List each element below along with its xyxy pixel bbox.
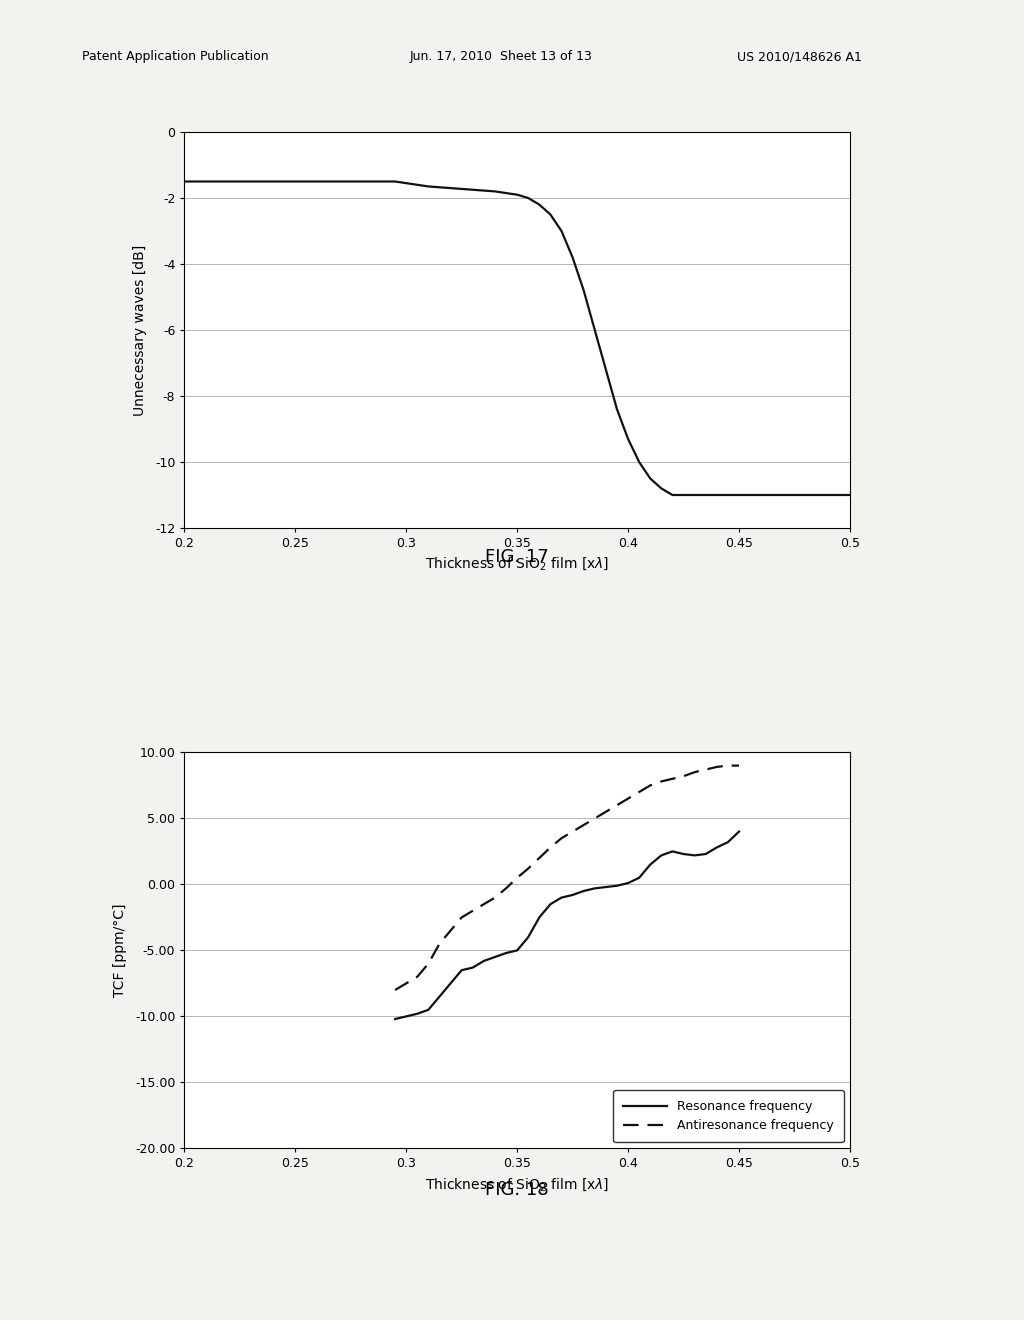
Resonance frequency [699, 846, 712, 862]
Antiresonance frequency [600, 804, 612, 820]
Resonance frequency [667, 843, 679, 859]
Antiresonance frequency [422, 956, 434, 972]
Resonance frequency [456, 962, 468, 978]
Y-axis label: Unnecessary waves [dB]: Unnecessary waves [dB] [132, 244, 146, 416]
Antiresonance frequency [488, 890, 501, 906]
Line: Antiresonance frequency: Antiresonance frequency [395, 766, 739, 990]
Antiresonance frequency [545, 840, 557, 855]
Resonance frequency [711, 840, 723, 855]
Antiresonance frequency [611, 797, 624, 813]
Resonance frequency [655, 847, 668, 863]
X-axis label: Thickness of SiO$_2$ film [x$\lambda$]: Thickness of SiO$_2$ film [x$\lambda$] [425, 1176, 609, 1193]
Resonance frequency [611, 878, 624, 894]
Resonance frequency [678, 846, 690, 862]
Antiresonance frequency [655, 774, 668, 789]
Resonance frequency [500, 945, 512, 961]
Resonance frequency [688, 847, 700, 863]
Antiresonance frequency [389, 982, 401, 998]
Resonance frequency [467, 960, 479, 975]
Antiresonance frequency [578, 817, 590, 833]
Resonance frequency [478, 953, 490, 969]
Antiresonance frequency [644, 777, 656, 793]
Antiresonance frequency [678, 768, 690, 784]
Legend: Resonance frequency, Antiresonance frequency: Resonance frequency, Antiresonance frequ… [613, 1090, 844, 1142]
Resonance frequency [566, 887, 579, 903]
Resonance frequency [545, 896, 557, 912]
Antiresonance frequency [500, 880, 512, 896]
Antiresonance frequency [400, 975, 413, 991]
Text: Jun. 17, 2010  Sheet 13 of 13: Jun. 17, 2010 Sheet 13 of 13 [410, 50, 593, 63]
Antiresonance frequency [478, 896, 490, 912]
Antiresonance frequency [456, 909, 468, 925]
Resonance frequency [422, 1002, 434, 1018]
Resonance frequency [633, 870, 645, 886]
Antiresonance frequency [412, 969, 424, 985]
Antiresonance frequency [688, 764, 700, 780]
Resonance frequency [578, 883, 590, 899]
Antiresonance frequency [511, 870, 523, 886]
Text: Patent Application Publication: Patent Application Publication [82, 50, 268, 63]
Text: FIG. 17: FIG. 17 [485, 548, 549, 566]
Antiresonance frequency [522, 861, 535, 876]
Resonance frequency [534, 909, 546, 925]
Antiresonance frequency [633, 784, 645, 800]
Antiresonance frequency [733, 758, 745, 774]
Text: US 2010/148626 A1: US 2010/148626 A1 [737, 50, 862, 63]
Resonance frequency [511, 942, 523, 958]
X-axis label: Thickness of SiO$_2$ film [x$\lambda$]: Thickness of SiO$_2$ film [x$\lambda$] [425, 556, 609, 573]
Antiresonance frequency [433, 936, 445, 952]
Antiresonance frequency [622, 791, 634, 807]
Resonance frequency [555, 890, 567, 906]
Y-axis label: TCF [ppm/°C]: TCF [ppm/°C] [113, 904, 127, 997]
Resonance frequency [644, 857, 656, 873]
Antiresonance frequency [699, 762, 712, 777]
Resonance frequency [733, 824, 745, 840]
Resonance frequency [433, 989, 445, 1005]
Resonance frequency [589, 880, 601, 896]
Resonance frequency [389, 1011, 401, 1027]
Antiresonance frequency [667, 771, 679, 787]
Antiresonance frequency [566, 824, 579, 840]
Antiresonance frequency [555, 830, 567, 846]
Resonance frequency [444, 975, 457, 991]
Antiresonance frequency [722, 758, 734, 774]
Antiresonance frequency [589, 810, 601, 826]
Antiresonance frequency [534, 850, 546, 866]
Resonance frequency [600, 879, 612, 895]
Antiresonance frequency [444, 923, 457, 939]
Resonance frequency [412, 1006, 424, 1022]
Resonance frequency [400, 1008, 413, 1024]
Antiresonance frequency [711, 759, 723, 775]
Resonance frequency [488, 949, 501, 965]
Resonance frequency [722, 834, 734, 850]
Resonance frequency [522, 929, 535, 945]
Text: FIG. 18: FIG. 18 [485, 1181, 549, 1200]
Antiresonance frequency [467, 903, 479, 919]
Line: Resonance frequency: Resonance frequency [395, 832, 739, 1019]
Resonance frequency [622, 875, 634, 891]
